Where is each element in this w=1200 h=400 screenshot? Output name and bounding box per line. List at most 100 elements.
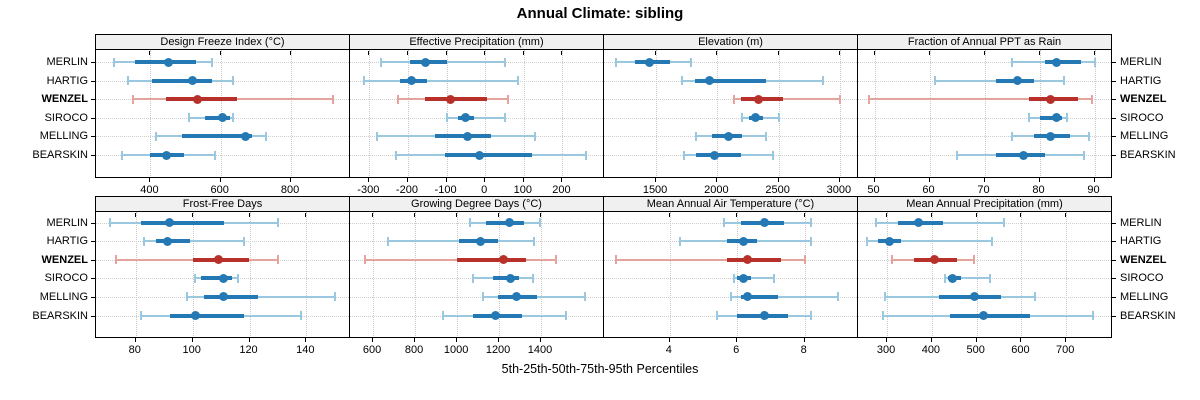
x-tick-top — [1065, 213, 1067, 217]
x-tick-label: 600 — [362, 344, 382, 356]
iqr-bar-25-75 — [434, 134, 491, 139]
gridline — [192, 212, 194, 337]
whisker-cap-5th — [131, 94, 134, 104]
whisker-cap-5th — [468, 218, 471, 227]
x-tick — [149, 178, 151, 182]
x-tick — [1065, 338, 1067, 342]
x-tick-label: 80 — [1032, 184, 1045, 196]
x-tick-top — [561, 51, 563, 55]
x-tick — [372, 338, 374, 342]
whisker-cap-5th — [143, 236, 146, 246]
panel-design-freeze-index-c: Design Freeze Index (°C) 400 600 800 — [91, 34, 350, 202]
whisker-cap-95th — [772, 150, 775, 160]
y-tick — [91, 241, 95, 243]
whisker-cap-95th — [773, 273, 776, 283]
x-tick-top — [886, 213, 888, 217]
x-tick — [803, 338, 805, 342]
whisker-cap-5th — [615, 57, 618, 67]
y-tick — [1112, 259, 1116, 261]
whisker-cap-5th — [934, 76, 936, 86]
median-dot — [213, 255, 223, 265]
station-label-right-bearskin: BEARSKIN — [1120, 149, 1176, 161]
station-label-right-siroco: SIROCO — [1120, 272, 1164, 285]
iqr-bar-25-75 — [695, 78, 767, 83]
x-tick — [290, 178, 292, 182]
gridline — [306, 212, 308, 337]
whisker-cap-95th — [332, 94, 335, 104]
iqr-bar-25-75 — [457, 257, 527, 262]
median-dot — [742, 255, 752, 265]
x-tick-top — [928, 51, 930, 55]
x-tick-top — [1093, 51, 1095, 55]
whisker-cap-5th — [1011, 57, 1013, 67]
whisker-cap-5th — [114, 255, 117, 265]
median-dot — [162, 236, 172, 246]
y-tick — [1112, 315, 1116, 317]
x-tick-label: 50 — [867, 184, 880, 196]
median-dot — [505, 218, 515, 227]
y-tick — [91, 117, 95, 119]
panel-plot-area — [349, 212, 604, 338]
median-dot — [461, 113, 471, 123]
gridline — [929, 50, 931, 177]
whisker-5-95 — [615, 258, 805, 261]
whisker-cap-95th — [1088, 131, 1090, 141]
median-dot — [193, 94, 203, 104]
whisker-cap-95th — [265, 131, 268, 141]
station-label-right-wenzel: WENZEL — [1120, 253, 1167, 266]
whisker-cap-5th — [694, 131, 697, 141]
panel-plot-area — [349, 50, 604, 178]
whisker-cap-95th — [584, 150, 587, 160]
median-dot — [161, 150, 171, 160]
panel-strip: Mean Annual Air Temperature (°C) — [603, 196, 858, 212]
gridline — [373, 212, 375, 337]
x-tick — [522, 178, 524, 182]
gridline — [1039, 50, 1041, 177]
x-tick-top — [368, 51, 370, 55]
whisker-cap-5th — [386, 236, 389, 246]
x-tick-label: 100 — [513, 184, 532, 196]
whisker-cap-5th — [729, 292, 732, 302]
x-tick — [777, 178, 779, 182]
x-tick — [406, 178, 408, 182]
whisker-cap-95th — [503, 57, 506, 67]
x-tick — [219, 178, 221, 182]
whisker-cap-95th — [810, 218, 813, 227]
median-dot — [1013, 76, 1022, 86]
median-dot — [218, 113, 227, 123]
x-tick-label: 70 — [977, 184, 990, 196]
x-tick-top — [290, 51, 292, 55]
axis-caption: 5th-25th-50th-75th-95th Percentiles — [501, 362, 699, 376]
station-label-left-hartig: HARTIG — [46, 74, 88, 87]
x-tick — [873, 178, 875, 182]
whisker-5-95 — [734, 98, 840, 101]
iqr-bar-25-75 — [740, 294, 778, 299]
whisker-cap-5th — [881, 311, 884, 320]
whisker-cap-5th — [188, 113, 191, 123]
whisker-cap-95th — [973, 255, 976, 265]
whisker-cap-5th — [716, 311, 718, 320]
x-tick — [445, 178, 447, 182]
whisker-cap-5th — [112, 57, 115, 67]
whisker-cap-5th — [442, 311, 445, 320]
x-tick — [540, 338, 542, 342]
median-dot — [190, 311, 200, 320]
gridline — [874, 50, 876, 177]
whisker-cap-95th — [1090, 94, 1093, 104]
whisker-5-95 — [446, 116, 505, 119]
iqr-bar-25-75 — [492, 276, 519, 281]
median-dot — [463, 131, 473, 141]
x-tick-label: 0 — [481, 184, 488, 196]
median-dot — [913, 218, 923, 227]
x-tick — [456, 338, 458, 342]
whisker-cap-5th — [678, 236, 681, 246]
whisker-cap-5th — [126, 76, 129, 86]
x-tick — [1038, 178, 1040, 182]
row-gridline — [350, 296, 603, 298]
whisker-cap-95th — [539, 218, 541, 227]
median-dot — [1051, 113, 1061, 123]
gridline — [407, 50, 409, 177]
iqr-bar-25-75 — [204, 115, 230, 120]
whisker-cap-5th — [471, 273, 474, 283]
x-tick — [655, 178, 657, 182]
